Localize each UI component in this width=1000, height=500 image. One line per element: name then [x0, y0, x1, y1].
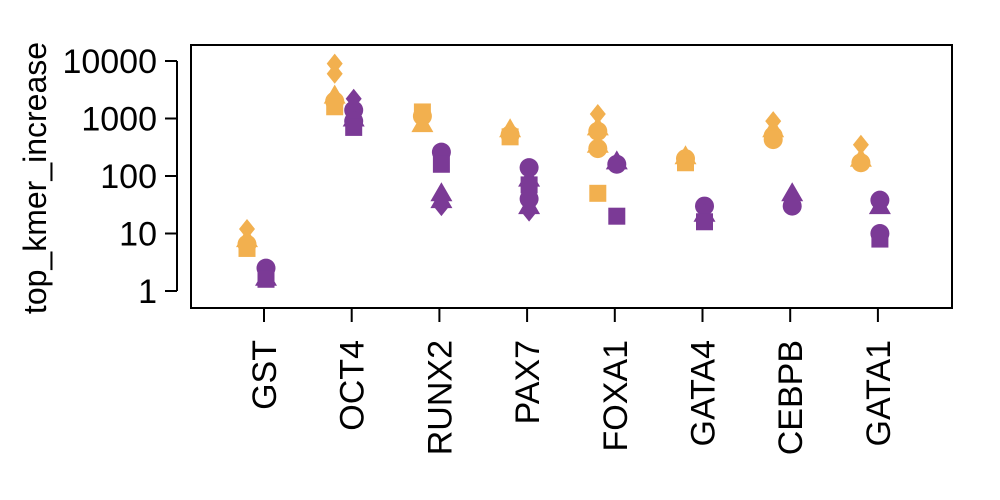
x-axis: GST OCT4 RUNX2 PAX7 FOXA1 GATA4 CEBPB GATA1	[246, 308, 898, 455]
data-point	[608, 207, 626, 225]
data-point	[852, 134, 869, 155]
y-tick-label: 100	[100, 158, 157, 196]
x-tick-label: OCT4	[334, 340, 372, 431]
x-tick-label: GATA1	[860, 340, 898, 446]
data-point	[588, 139, 608, 159]
data-point	[520, 176, 538, 194]
data-point	[782, 196, 802, 216]
data-point	[326, 98, 344, 116]
data-point	[326, 63, 343, 84]
x-tick-label: GST	[246, 340, 284, 410]
y-axis-title: top_kmer_increase	[17, 42, 53, 314]
data-point	[677, 154, 694, 172]
data-points	[236, 53, 891, 288]
x-tick-label: GATA4	[685, 340, 723, 446]
data-point	[851, 153, 871, 173]
data-point	[345, 118, 363, 136]
data-point	[521, 201, 538, 222]
data-point	[868, 195, 891, 215]
data-point	[589, 184, 607, 202]
y-tick-label: 1	[138, 273, 157, 311]
y-tick-label: 10	[119, 216, 157, 254]
y-axis: 1 10 100 1000 10000	[62, 43, 178, 311]
data-point	[501, 128, 519, 146]
data-point	[519, 158, 539, 178]
data-point	[696, 213, 713, 231]
data-point	[588, 121, 608, 141]
x-tick-label: CEBPB	[772, 340, 810, 455]
x-tick-label: FOXA1	[597, 340, 635, 451]
data-point	[607, 154, 627, 174]
data-point	[238, 239, 256, 257]
plot-frame	[190, 44, 953, 309]
data-point	[763, 130, 783, 150]
data-point	[411, 113, 434, 133]
y-tick-label: 1000	[81, 101, 157, 139]
data-point	[433, 196, 450, 217]
y-tick-label: 10000	[62, 43, 157, 81]
data-point	[871, 230, 889, 248]
data-point	[257, 270, 275, 288]
data-point	[589, 103, 606, 124]
data-point	[326, 53, 343, 74]
x-tick-label: PAX7	[509, 340, 547, 424]
data-point	[432, 155, 450, 173]
x-tick-label: RUNX2	[421, 340, 459, 455]
